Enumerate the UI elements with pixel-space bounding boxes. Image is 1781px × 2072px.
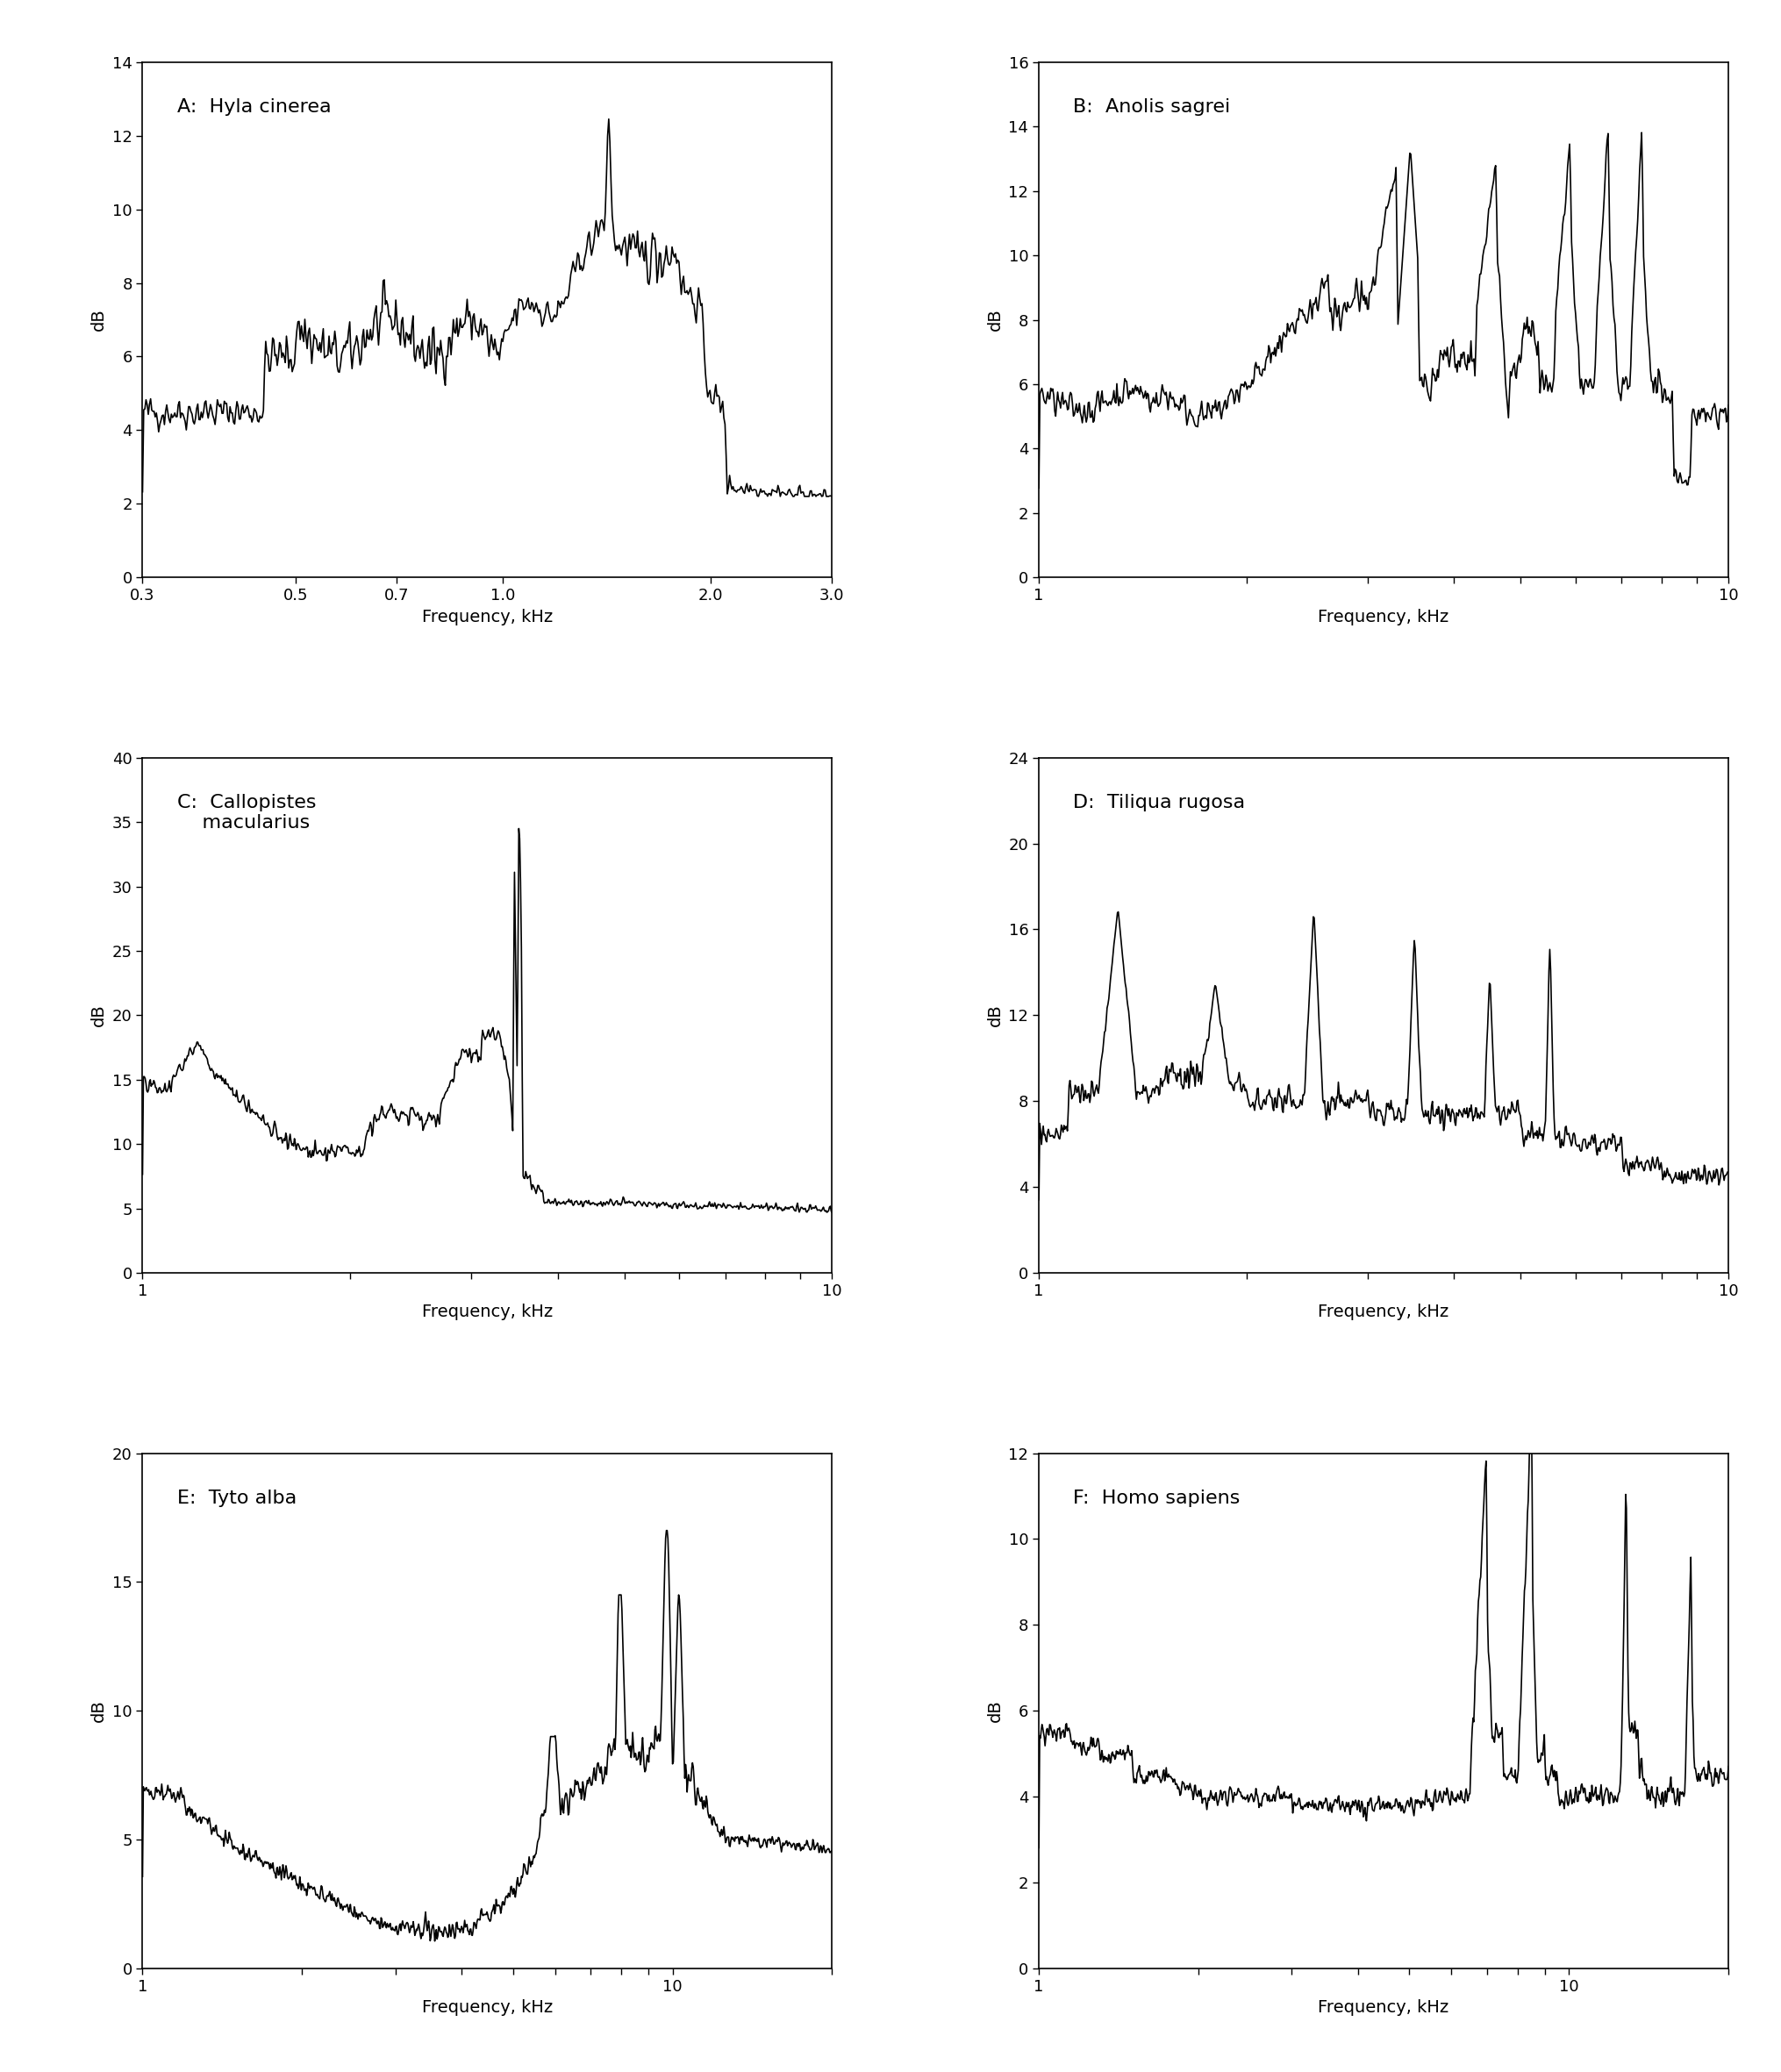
X-axis label: Frequency, kHz: Frequency, kHz	[1318, 609, 1448, 626]
Y-axis label: dB: dB	[91, 1699, 107, 1722]
X-axis label: Frequency, kHz: Frequency, kHz	[422, 609, 552, 626]
Y-axis label: dB: dB	[91, 309, 107, 332]
Y-axis label: dB: dB	[91, 1005, 107, 1026]
Text: A:  Hyla cinerea: A: Hyla cinerea	[176, 97, 331, 116]
Y-axis label: dB: dB	[987, 1699, 1003, 1722]
X-axis label: Frequency, kHz: Frequency, kHz	[422, 1999, 552, 2016]
Y-axis label: dB: dB	[987, 1005, 1003, 1026]
Y-axis label: dB: dB	[987, 309, 1003, 332]
Text: C:  Callopistes
    macularius: C: Callopistes macularius	[176, 794, 315, 831]
X-axis label: Frequency, kHz: Frequency, kHz	[1318, 1999, 1448, 2016]
Text: F:  Homo sapiens: F: Homo sapiens	[1072, 1490, 1240, 1506]
Text: B:  Anolis sagrei: B: Anolis sagrei	[1072, 97, 1231, 116]
X-axis label: Frequency, kHz: Frequency, kHz	[1318, 1303, 1448, 1320]
Text: E:  Tyto alba: E: Tyto alba	[176, 1490, 296, 1506]
Text: D:  Tiliqua rugosa: D: Tiliqua rugosa	[1072, 794, 1245, 812]
X-axis label: Frequency, kHz: Frequency, kHz	[422, 1303, 552, 1320]
